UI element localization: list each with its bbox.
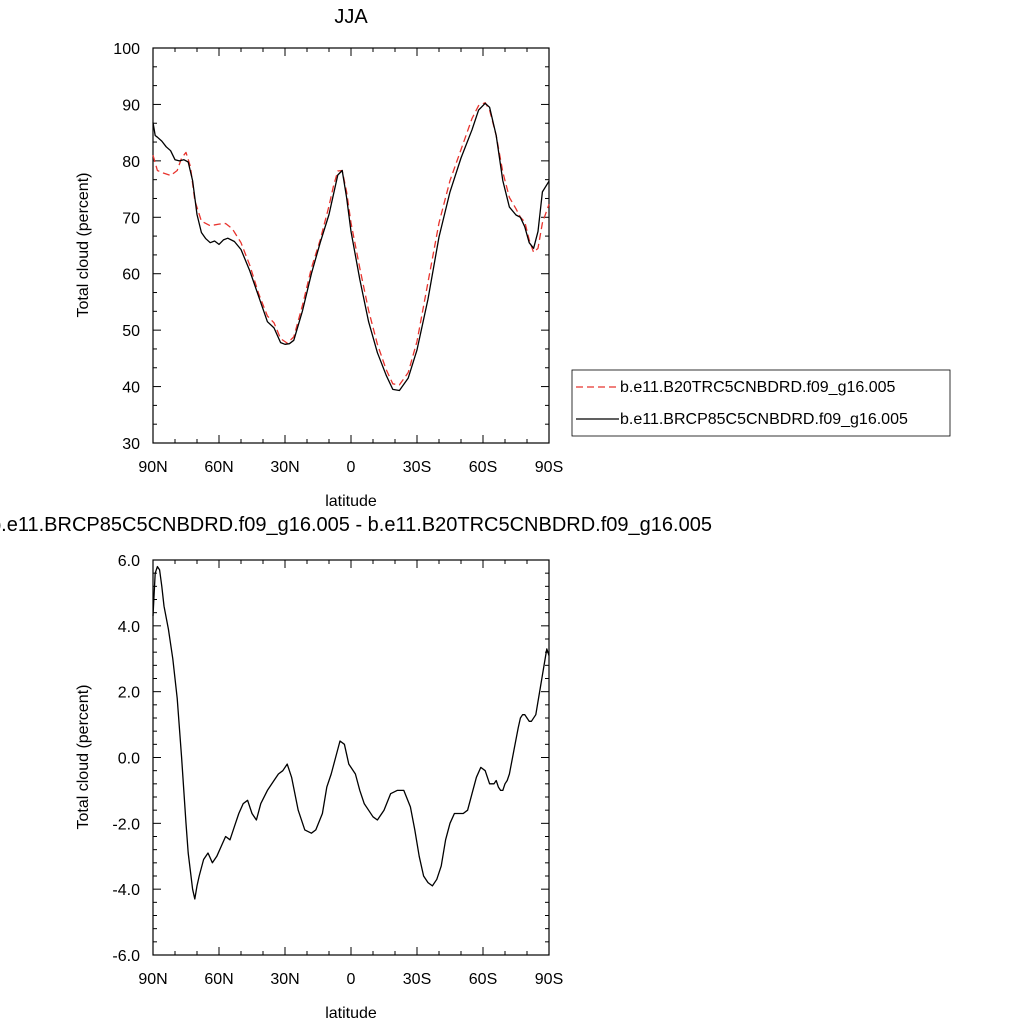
top-plot-area: 90N 60N 30N 0 30S 60S 90S 30 40 50 60 70 80 90 100 <box>113 41 563 476</box>
bottom-x-tick-label: 0 <box>347 971 356 988</box>
top-y-tick-label: 30 <box>122 436 140 453</box>
top-chart-title: JJA <box>334 6 368 28</box>
bottom-x-tick-label: 30N <box>270 971 299 988</box>
bottom-chart-title: b.e11.BRCP85C5CNBDRD.f09_g16.005 - b.e11… <box>0 514 712 536</box>
bottom-y-tick-label: 2.0 <box>118 685 140 702</box>
bottom-x-tick-label: 30S <box>403 971 431 988</box>
bottom-y-tick-label: -2.0 <box>112 816 140 833</box>
top-x-tick-label: 30N <box>270 459 299 476</box>
top-series-line-1 <box>152 102 550 386</box>
top-x-tick-label: 90N <box>138 459 167 476</box>
bottom-y-tick-label: 6.0 <box>118 553 140 570</box>
bottom-y-axis-label: Total cloud (percent) <box>75 685 92 830</box>
bottom-plot-area: 90N 60N 30N 0 30S 60S 90S -6.0 -4.0 -2.0 0.0 2.0 4.0… <box>112 553 563 988</box>
bottom-y-tick-label: -4.0 <box>112 882 140 899</box>
bottom-plot-frame <box>152 559 550 956</box>
bottom-panel: b.e11.BRCP85C5CNBDRD.f09_g16.005 - b.e11… <box>0 514 712 1022</box>
top-y-tick-label: 60 <box>122 267 140 284</box>
top-y-tick-label: 40 <box>122 380 140 397</box>
bottom-y-tick-label: -6.0 <box>112 948 140 965</box>
top-y-tick-label: 90 <box>122 97 140 114</box>
top-x-tick-label: 0 <box>347 459 356 476</box>
bottom-series-line-1 <box>152 565 550 900</box>
bottom-y-tick-label: 0.0 <box>118 751 140 768</box>
top-y-tick-label: 50 <box>122 323 140 340</box>
top-x-tick-label: 30S <box>403 459 431 476</box>
top-panel: JJA 90N 60N 30N 0 30S 60S 90S 30 40 50 60 70 80 90 100… <box>75 6 951 510</box>
bottom-y-tick-label: 4.0 <box>118 619 140 636</box>
top-y-tick-label: 70 <box>122 210 140 227</box>
legend-label-series-2: b.e11.BRCP85C5CNBDRD.f09_g16.005 <box>620 411 908 428</box>
legend-box <box>571 369 951 437</box>
top-x-tick-label: 60S <box>469 459 497 476</box>
top-y-axis-label: Total cloud (percent) <box>75 173 92 318</box>
top-x-axis-label: latitude <box>325 493 377 510</box>
bottom-x-tick-label: 60N <box>204 971 233 988</box>
legend-label-series-1: b.e11.B20TRC5CNBDRD.f09_g16.005 <box>620 379 896 396</box>
top-x-tick-label: 60N <box>204 459 233 476</box>
top-x-tick-label: 90S <box>535 459 563 476</box>
top-y-tick-label: 80 <box>122 154 140 171</box>
top-series-line-2 <box>152 102 550 392</box>
bottom-x-axis-label: latitude <box>325 1005 377 1022</box>
bottom-x-tick-label: 90N <box>138 971 167 988</box>
top-y-tick-label: 100 <box>113 41 140 58</box>
top-legend: b.e11.B20TRC5CNBDRD.f09_g16.005 b.e11.BR… <box>571 369 951 437</box>
bottom-x-tick-label: 90S <box>535 971 563 988</box>
bottom-x-tick-label: 60S <box>469 971 497 988</box>
